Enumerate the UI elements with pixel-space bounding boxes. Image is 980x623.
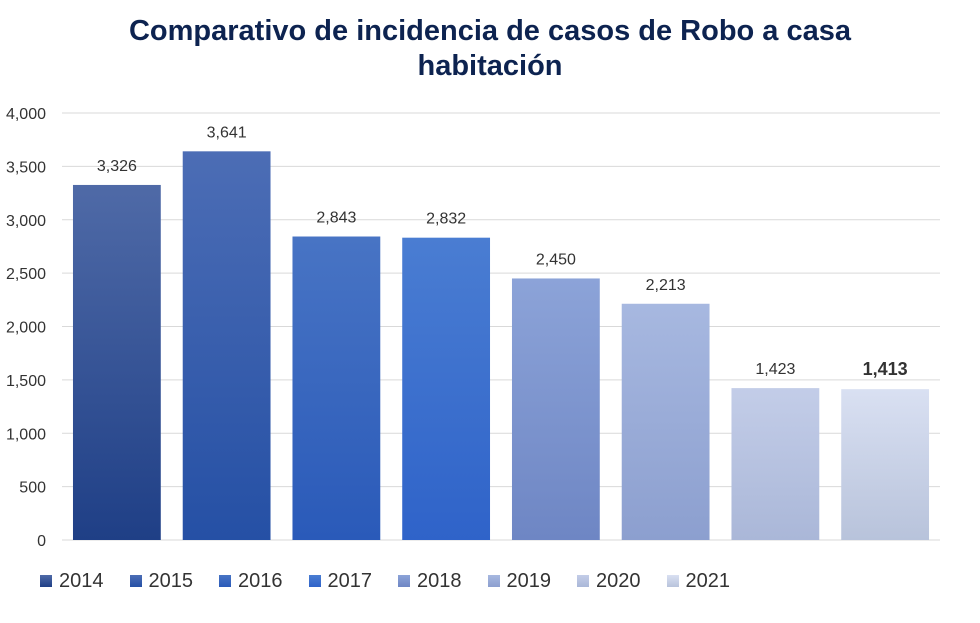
legend-label: 2019 xyxy=(506,569,552,592)
legend-label: 2014 xyxy=(59,569,104,592)
data-label-2017: 2,832 xyxy=(426,211,466,228)
legend-label: 2021 xyxy=(685,569,731,592)
chart-title: Comparativo de incidencia de casos de Ro… xyxy=(0,14,980,84)
legend-swatch xyxy=(219,575,231,587)
legend-swatch xyxy=(398,575,410,587)
bar-2016 xyxy=(292,236,381,540)
bar-2014 xyxy=(72,184,161,540)
y-tick-label: 2,000 xyxy=(6,320,46,337)
legend-item-2017: 2017 xyxy=(308,569,373,593)
data-label-2015: 3,641 xyxy=(207,124,247,141)
legend-item-2019: 2019 xyxy=(487,569,552,593)
legend-swatch xyxy=(487,575,500,587)
bar-2017 xyxy=(402,237,491,540)
data-label-2014: 3,326 xyxy=(97,158,137,175)
legend-swatch xyxy=(40,575,52,587)
legend-item-2016: 2016 xyxy=(219,570,283,593)
data-label-2019: 2,213 xyxy=(646,277,686,294)
legend-item-2015: 2015 xyxy=(129,569,194,593)
legend-item-2018: 2018 xyxy=(398,570,462,593)
legend-swatch xyxy=(666,575,679,587)
bar-2021 xyxy=(841,389,930,540)
chart-title-line-2: habitación xyxy=(417,50,563,82)
y-tick-label: 500 xyxy=(19,480,46,497)
legend-item-2014: 2014 xyxy=(40,570,104,593)
legend-label: 2020 xyxy=(596,569,641,592)
legend-label: 2016 xyxy=(238,569,283,592)
y-tick-label: 4,000 xyxy=(6,106,46,123)
legend: 2014 2015 2016 2017 2018 2019 2020 2021 xyxy=(40,566,940,596)
data-label-2018: 2,450 xyxy=(536,251,576,268)
legend-label: 2017 xyxy=(327,569,373,592)
bar-2015 xyxy=(182,151,271,541)
legend-swatch xyxy=(308,575,321,587)
y-tick-label: 0 xyxy=(37,533,46,550)
legend-label: 2018 xyxy=(417,569,462,592)
bar-2019 xyxy=(621,303,710,540)
legend-item-2021: 2021 xyxy=(666,569,731,593)
y-tick-label: 1,500 xyxy=(6,373,46,390)
legend-label: 2015 xyxy=(148,569,194,592)
data-label-2020: 1,423 xyxy=(755,361,795,378)
chart-title-line-1: Comparativo de incidencia de casos de Ro… xyxy=(128,15,852,47)
bar-2018 xyxy=(511,278,600,540)
legend-item-2020: 2020 xyxy=(577,570,641,593)
y-tick-label: 3,500 xyxy=(6,159,46,176)
y-tick-label: 3,000 xyxy=(6,213,46,230)
legend-swatch xyxy=(129,575,142,587)
legend-swatch xyxy=(577,575,589,587)
data-label-2021: 1,413 xyxy=(863,359,908,379)
y-tick-label: 1,000 xyxy=(6,426,46,443)
bar-2020 xyxy=(731,388,820,540)
data-label-2016: 2,843 xyxy=(316,210,356,227)
y-tick-label: 2,500 xyxy=(6,266,46,283)
